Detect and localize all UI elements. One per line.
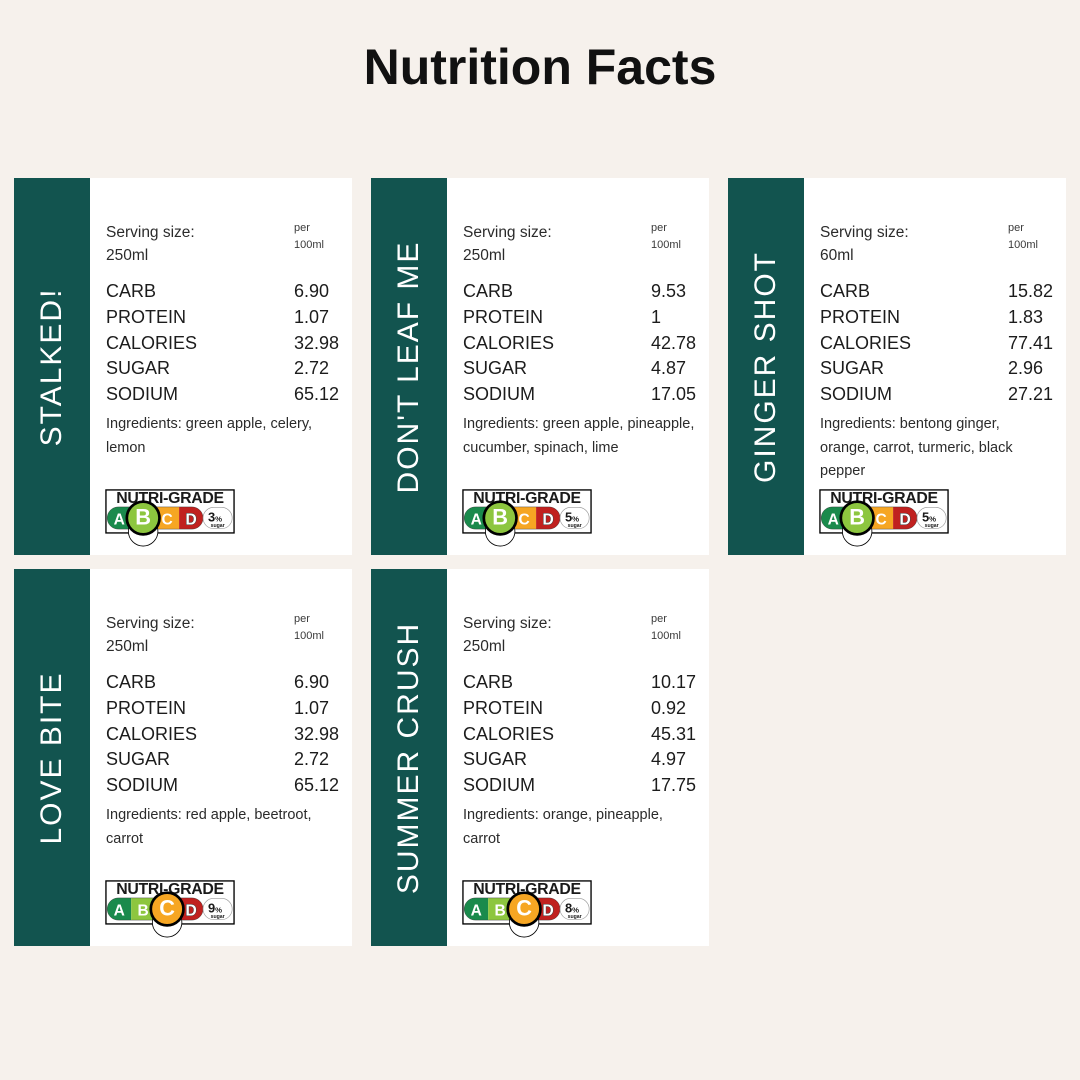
- svg-text:B: B: [135, 504, 151, 529]
- svg-text:C: C: [162, 511, 173, 528]
- svg-text:sugar: sugar: [568, 523, 582, 529]
- svg-text:sugar: sugar: [925, 523, 939, 529]
- svg-text:C: C: [519, 511, 530, 528]
- svg-text:A: A: [114, 902, 125, 919]
- svg-text:D: D: [542, 902, 553, 919]
- svg-text:B: B: [492, 504, 508, 529]
- svg-text:C: C: [159, 895, 175, 920]
- svg-text:sugar: sugar: [211, 914, 225, 920]
- svg-text:B: B: [849, 504, 865, 529]
- svg-text:A: A: [471, 902, 482, 919]
- svg-text:C: C: [516, 895, 532, 920]
- svg-text:B: B: [495, 902, 506, 919]
- svg-text:sugar: sugar: [568, 914, 582, 920]
- svg-text:A: A: [114, 511, 125, 528]
- svg-text:B: B: [138, 902, 149, 919]
- svg-text:sugar: sugar: [211, 523, 225, 529]
- svg-text:D: D: [542, 511, 553, 528]
- svg-text:D: D: [185, 902, 196, 919]
- svg-text:D: D: [185, 511, 196, 528]
- svg-text:C: C: [876, 511, 887, 528]
- svg-text:A: A: [828, 511, 839, 528]
- svg-text:A: A: [471, 511, 482, 528]
- svg-text:D: D: [899, 511, 910, 528]
